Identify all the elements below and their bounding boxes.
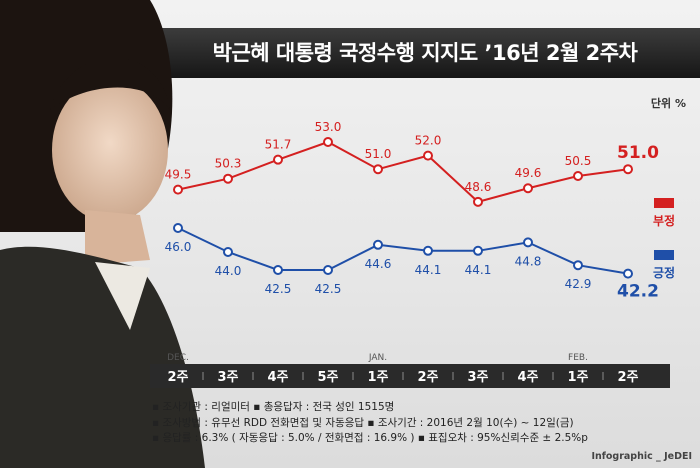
legend-negative-label: 부정 <box>652 214 676 228</box>
positive-value-label: 44.0 <box>215 264 242 278</box>
positive-point <box>273 265 283 275</box>
legend-positive: 긍정 <box>644 250 684 281</box>
positive-point <box>523 237 533 248</box>
legend-positive-swatch <box>654 250 674 260</box>
portrait-silhouette <box>0 0 205 468</box>
month-labels: DEC. JAN. FEB. <box>167 353 588 363</box>
negative-value-label: 49.6 <box>515 166 542 180</box>
credit: Infographic _ JeDEI <box>591 451 692 462</box>
positive-point <box>573 260 583 271</box>
negative-value-label: 51.0 <box>617 143 659 163</box>
note-line: ▪ 조사기관 : 리얼미터 ▪ 총응답자 : 전국 성인 1515명 <box>152 401 395 413</box>
note-line: ▪ 조사방법 : 유무선 RDD 전화면접 및 자동응답 ▪ 조사기간 : 20… <box>152 416 574 429</box>
positive-value-label: 46.0 <box>165 240 192 254</box>
x-tick-label: 3주 <box>217 370 238 385</box>
positive-point <box>223 247 233 257</box>
x-tick-label: 4주 <box>517 370 538 385</box>
survey-notes: ▪ 조사기관 : 리얼미터 ▪ 총응답자 : 전국 성인 1515명 ▪ 조사방… <box>152 400 692 447</box>
legend-negative: 부정 <box>644 198 684 229</box>
category-labels: 2주 3주 4주 5주 1주 2주 3주 4주 1주 2주 <box>167 370 638 385</box>
negative-point <box>473 196 483 207</box>
x-tick-label: 2주 <box>417 370 438 385</box>
data-labels: 49.5 50.3 51.7 53.0 51.0 52.0 48.6 49.6 50.5 51.0… <box>165 120 659 302</box>
x-axis-bar <box>150 364 670 388</box>
negative-series-line <box>177 140 629 203</box>
positive-value-label: 42.2 <box>617 282 659 302</box>
negative-value-label: 53.0 <box>315 120 342 134</box>
x-tick-label: 3주 <box>467 370 488 385</box>
positive-point <box>323 265 333 275</box>
negative-point <box>173 184 183 195</box>
positive-value-label: 42.5 <box>315 282 342 296</box>
month-label: DEC. <box>167 353 189 363</box>
negative-point <box>373 164 383 175</box>
positive-value-label: 44.6 <box>365 257 392 271</box>
month-label: FEB. <box>568 353 588 363</box>
positive-value-label: 42.9 <box>565 277 592 291</box>
x-tick-label: 1주 <box>367 370 388 385</box>
x-tick-label: 5주 <box>317 370 338 385</box>
negative-value-label: 50.5 <box>565 154 592 168</box>
positive-series-line <box>177 227 629 275</box>
note-line: ▪ 응답률 : 6.3% ( 자동응답 : 5.0% / 전화면접 : 16.9… <box>152 432 588 444</box>
negative-point <box>423 150 433 161</box>
unit-label: 단위 % <box>650 97 686 110</box>
x-tick-label: 2주 <box>617 370 638 385</box>
negative-point <box>323 137 333 147</box>
negative-value-label: 52.0 <box>415 134 442 148</box>
positive-point <box>173 223 183 233</box>
positive-point <box>373 239 383 250</box>
x-tick-label: 4주 <box>267 370 288 385</box>
title-bar: 박근혜 대통령 국정수행 지지도 ’16년 2월 2주차 <box>150 28 700 78</box>
x-tick-label: 1주 <box>567 370 588 385</box>
negative-point <box>273 154 283 165</box>
positive-value-label: 44.1 <box>465 263 492 277</box>
positive-point <box>623 268 633 279</box>
legend-positive-label: 긍정 <box>652 266 676 280</box>
negative-value-label: 49.5 <box>165 168 192 182</box>
negative-value-label: 48.6 <box>465 180 492 194</box>
negative-point <box>223 173 233 184</box>
x-tick-label: 2주 <box>167 370 188 385</box>
series-points <box>173 137 633 279</box>
positive-value-label: 42.5 <box>265 282 292 296</box>
positive-value-label: 44.1 <box>415 263 442 277</box>
negative-point <box>623 164 633 175</box>
positive-value-label: 44.8 <box>515 254 542 268</box>
negative-point <box>573 171 583 181</box>
positive-point <box>423 245 433 256</box>
negative-value-label: 51.7 <box>265 138 292 152</box>
series-lines <box>177 140 629 275</box>
positive-point <box>473 245 483 256</box>
negative-point <box>523 183 533 194</box>
negative-value-label: 51.0 <box>365 147 392 161</box>
legend-negative-swatch <box>654 198 674 208</box>
chart-title: 박근혜 대통령 국정수행 지지도 ’16년 2월 2주차 <box>212 41 638 65</box>
month-label: JAN. <box>368 353 387 363</box>
negative-value-label: 50.3 <box>215 157 242 171</box>
